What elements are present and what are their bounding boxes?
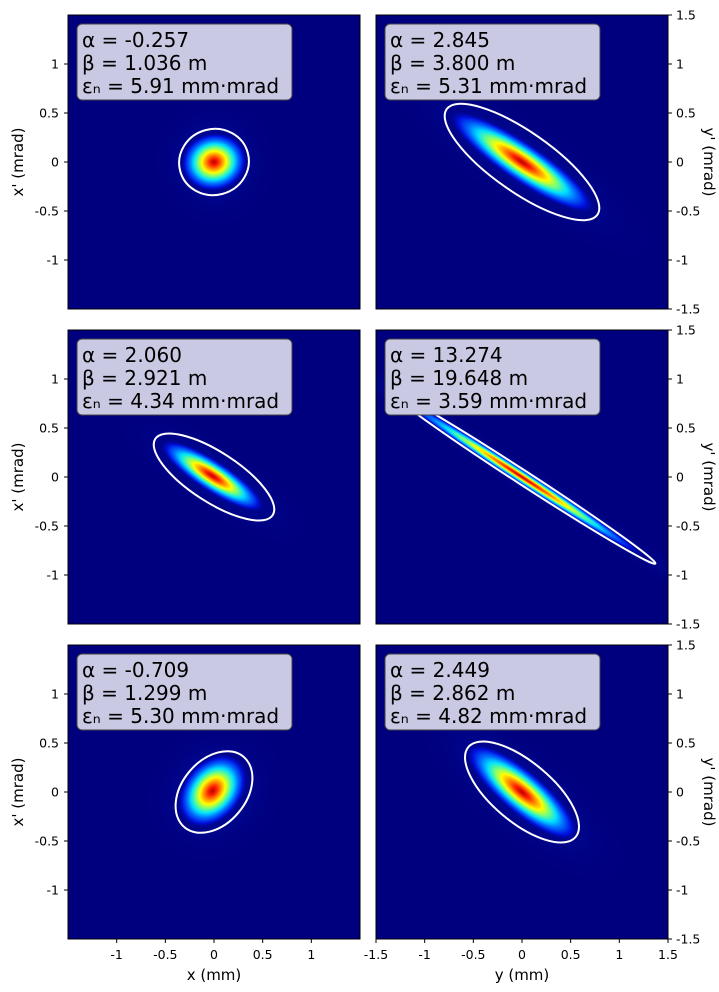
y-tick-label: -0.5 [676,204,700,219]
beta-label: β = 1.299 m [82,681,207,705]
emittance-label: εₙ = 4.82 mm·mrad [390,704,587,728]
y-tick-label: 0.5 [39,421,59,436]
y-axis-label: y' (mrad) [700,443,718,512]
y-tick-label: 1.5 [676,323,696,338]
y-axis-label: y' (mrad) [700,128,718,197]
x-tick-label: -1.5 [364,947,388,962]
y-tick-label: -0.5 [35,204,59,219]
y-tick-label: 1 [676,687,684,702]
y-tick-label: -1.5 [676,932,700,947]
annotation-box [384,23,601,101]
beam-density [465,742,579,842]
y-tick-label: 0.5 [676,736,696,751]
beam-density [448,110,596,214]
annotation-box [76,23,293,101]
emittance-label: εₙ = 4.34 mm·mrad [82,389,279,413]
emittance-label: εₙ = 5.31 mm·mrad [390,74,587,98]
alpha-label: α = 2.060 [82,343,182,367]
beta-label: β = 2.921 m [82,366,207,390]
x-tick-label: 1.5 [658,947,678,962]
x-tick-label: 1 [615,947,623,962]
annotation-box [384,338,601,416]
x-tick-label: 0.5 [253,947,273,962]
y-tick-label: -1 [47,883,59,898]
x-tick-label: -1 [110,947,122,962]
y-tick-label: -1 [47,253,59,268]
y-tick-label: 1 [51,57,59,72]
beam-density [159,439,266,513]
y-tick-label: 0 [51,155,59,170]
alpha-label: α = 2.449 [390,658,490,682]
beam-density [177,753,248,829]
beam-density [180,131,248,193]
y-tick-label: 0.5 [39,736,59,751]
beta-label: β = 3.800 m [390,51,515,75]
rms-ellipse [178,127,250,197]
rms-ellipse [152,432,276,522]
x-tick-label: 1 [307,947,315,962]
emittance-label: εₙ = 5.30 mm·mrad [82,704,279,728]
y-axis-label: x' (mrad) [9,443,27,512]
alpha-label: α = -0.709 [82,658,189,682]
y-tick-label: 0.5 [676,106,696,121]
y-tick-label: 0 [676,155,684,170]
y-axis-label: x' (mrad) [9,758,27,827]
y-tick-label: -1.5 [676,302,700,317]
alpha-label: α = 13.274 [390,343,503,367]
x-tick-label: -1 [418,947,430,962]
alpha-label: α = 2.845 [390,28,490,52]
x-axis-label: y (mm) [495,966,550,984]
x-tick-label: 0.5 [561,947,581,962]
y-tick-label: -1 [676,568,688,583]
x-tick-label: 0 [210,947,218,962]
y-tick-label: 1.5 [676,638,696,653]
y-tick-label: 1 [676,372,684,387]
y-tick-label: 1 [676,57,684,72]
beta-label: β = 1.036 m [82,51,207,75]
annotation-box [76,338,293,416]
y-tick-label: 0.5 [676,421,696,436]
y-axis-label: y' (mrad) [700,758,718,827]
emittance-label: εₙ = 3.59 mm·mrad [390,389,587,413]
y-tick-label: -0.5 [35,834,59,849]
x-tick-label: 0 [518,947,526,962]
y-tick-label: 0 [676,470,684,485]
y-tick-label: 0 [51,470,59,485]
rms-ellipse [443,102,601,222]
y-tick-label: -1 [676,883,688,898]
emittance-label: εₙ = 5.91 mm·mrad [82,74,279,98]
y-tick-label: -1 [676,253,688,268]
alpha-label: α = -0.257 [82,28,189,52]
annotation-box [76,653,293,731]
y-tick-label: 1 [51,687,59,702]
y-tick-label: 1.5 [676,8,696,23]
y-tick-label: 1 [51,372,59,387]
y-tick-label: 0 [51,785,59,800]
x-tick-label: -0.5 [461,947,485,962]
beam-density [396,395,648,559]
annotation-box [384,653,601,731]
beta-label: β = 19.648 m [390,366,528,390]
y-tick-label: -1 [47,568,59,583]
x-axis-label: x (mm) [187,966,242,984]
y-tick-label: 0.5 [39,106,59,121]
rms-ellipse [464,740,580,844]
y-tick-label: -0.5 [676,834,700,849]
rms-ellipse [174,750,254,834]
y-tick-label: -1.5 [676,617,700,632]
y-tick-label: -0.5 [35,519,59,534]
x-tick-label: -0.5 [153,947,177,962]
beta-label: β = 2.862 m [390,681,515,705]
y-tick-label: 0 [676,785,684,800]
y-axis-label: x' (mrad) [9,128,27,197]
y-tick-label: -0.5 [676,519,700,534]
